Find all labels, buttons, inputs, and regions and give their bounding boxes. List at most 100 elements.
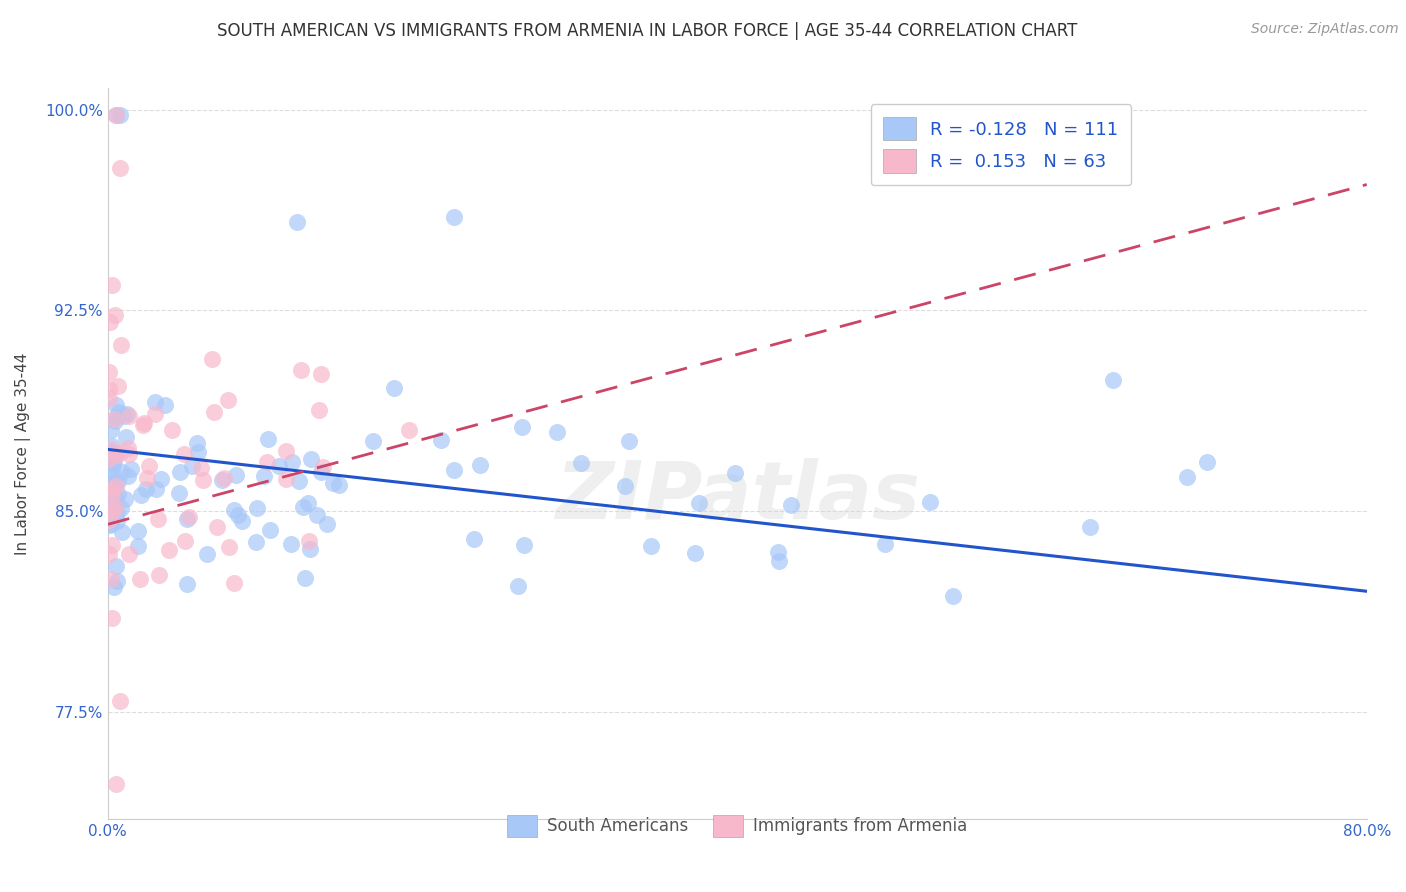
Point <box>224 503 246 517</box>
Point <box>101 277 124 292</box>
Point <box>127 539 149 553</box>
Point <box>115 407 138 421</box>
Point <box>129 828 152 842</box>
Point <box>104 449 127 463</box>
Point <box>176 512 198 526</box>
Point <box>98 518 121 533</box>
Point <box>779 499 801 513</box>
Point <box>104 494 127 508</box>
Point <box>305 508 328 522</box>
Point <box>231 514 253 528</box>
Point <box>100 315 122 329</box>
Point <box>101 440 124 454</box>
Point <box>382 381 405 395</box>
Point <box>942 590 965 604</box>
Point <box>724 467 747 481</box>
Point <box>107 379 129 393</box>
Point <box>136 471 159 485</box>
Point <box>398 423 420 437</box>
Point <box>297 496 319 510</box>
Point <box>167 486 190 500</box>
Point <box>100 444 122 458</box>
Point <box>245 534 267 549</box>
Point <box>108 405 131 419</box>
Point <box>766 545 789 559</box>
Point <box>104 414 127 428</box>
Point <box>312 459 335 474</box>
Point <box>443 462 465 476</box>
Point <box>146 512 169 526</box>
Point <box>104 108 127 122</box>
Point <box>100 423 122 437</box>
Point <box>291 500 314 514</box>
Point <box>103 485 125 500</box>
Point <box>513 538 536 552</box>
Legend: South Americans, Immigrants from Armenia: South Americans, Immigrants from Armenia <box>501 808 974 843</box>
Point <box>103 580 125 594</box>
Point <box>157 542 180 557</box>
Text: SOUTH AMERICAN VS IMMIGRANTS FROM ARMENIA IN LABOR FORCE | AGE 35-44 CORRELATION: SOUTH AMERICAN VS IMMIGRANTS FROM ARMENI… <box>217 22 1077 40</box>
Point <box>160 423 183 437</box>
Point <box>274 443 297 458</box>
Point <box>117 441 139 455</box>
Point <box>100 442 122 456</box>
Point <box>252 469 274 483</box>
Point <box>107 474 129 488</box>
Point <box>328 478 350 492</box>
Point <box>202 405 225 419</box>
Point <box>463 532 485 546</box>
Point <box>110 108 132 122</box>
Point <box>920 495 942 509</box>
Point <box>117 409 139 423</box>
Point <box>224 575 246 590</box>
Point <box>98 466 121 480</box>
Point <box>186 436 208 450</box>
Point <box>111 524 134 539</box>
Point <box>127 524 149 538</box>
Point <box>873 537 896 551</box>
Point <box>201 352 224 367</box>
Point <box>361 434 384 449</box>
Point <box>191 473 214 487</box>
Point <box>129 572 152 586</box>
Point <box>176 576 198 591</box>
Point <box>105 506 128 520</box>
Point <box>285 215 308 229</box>
Point <box>181 458 204 473</box>
Point <box>1102 373 1125 387</box>
Point <box>640 539 662 553</box>
Point <box>269 458 291 473</box>
Point <box>134 416 156 430</box>
Point <box>132 418 155 433</box>
Point <box>294 571 316 585</box>
Point <box>569 456 592 470</box>
Point <box>614 479 637 493</box>
Point <box>104 777 127 791</box>
Point <box>512 419 534 434</box>
Point <box>508 579 530 593</box>
Point <box>228 508 250 523</box>
Text: Source: ZipAtlas.com: Source: ZipAtlas.com <box>1251 22 1399 37</box>
Point <box>134 482 156 496</box>
Point <box>103 453 125 467</box>
Point <box>309 465 332 479</box>
Point <box>115 430 138 444</box>
Point <box>299 451 322 466</box>
Point <box>1078 520 1101 534</box>
Point <box>104 108 127 122</box>
Point <box>117 469 139 483</box>
Point <box>107 487 129 501</box>
Point <box>101 504 124 518</box>
Point <box>110 445 132 459</box>
Point <box>155 398 177 412</box>
Point <box>104 475 127 490</box>
Point <box>274 472 297 486</box>
Point <box>195 547 218 561</box>
Point <box>98 547 121 561</box>
Point <box>190 461 212 475</box>
Point <box>290 363 312 377</box>
Point <box>104 500 127 515</box>
Point <box>148 567 170 582</box>
Point <box>281 455 304 469</box>
Point <box>1175 469 1198 483</box>
